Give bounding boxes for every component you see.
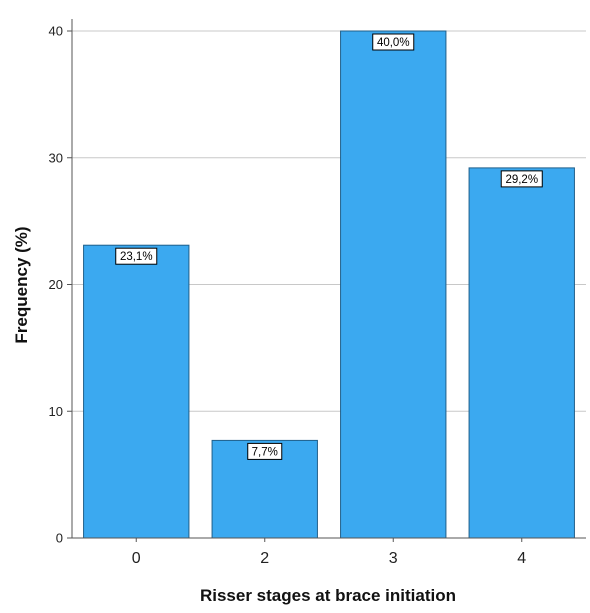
bar-4 (468, 167, 575, 539)
x-tick-label: 2 (260, 550, 269, 567)
data-labels: 23,1% 7,7% 40,0% 29,2% (115, 33, 543, 460)
y-axis-title: Frequency (%) (12, 226, 31, 343)
data-label: 23,1% (120, 251, 153, 263)
x-axis-title: Risser stages at brace initiation (200, 586, 456, 605)
y-tick-label: 0 (56, 531, 63, 546)
tick-labels: 0 10 20 30 40 0 2 3 4 (49, 24, 527, 568)
y-tick-label: 40 (49, 24, 63, 39)
x-tick-label: 3 (389, 550, 398, 567)
data-label: 29,2% (505, 174, 538, 186)
bar-0 (83, 244, 190, 539)
bar-3 (340, 30, 447, 539)
data-label-box (247, 442, 283, 460)
x-tick-label: 4 (517, 550, 526, 567)
bars (83, 30, 575, 539)
y-tick-label: 30 (49, 150, 63, 165)
data-label-box (115, 247, 158, 265)
axes (67, 19, 586, 542)
data-label-box (500, 170, 543, 188)
x-tick-label: 0 (132, 550, 141, 567)
data-label: 40,0% (377, 37, 410, 49)
data-label-box (372, 33, 415, 51)
y-tick-label: 10 (49, 404, 63, 419)
data-label: 7,7% (252, 446, 278, 458)
y-tick-label: 20 (49, 277, 63, 292)
